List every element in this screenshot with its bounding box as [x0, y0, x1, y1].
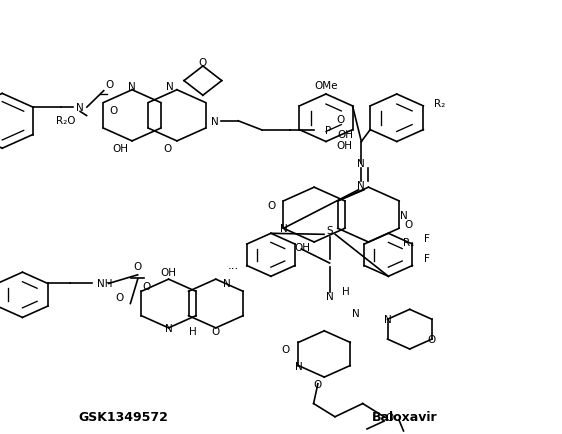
Text: O: O: [115, 292, 123, 302]
Text: R₂O: R₂O: [56, 115, 75, 125]
Text: NH: NH: [97, 279, 113, 289]
Text: N: N: [357, 181, 365, 191]
Text: F: F: [424, 234, 430, 243]
Text: OH: OH: [336, 141, 352, 151]
Text: O: O: [268, 201, 276, 211]
Text: O: O: [405, 219, 413, 229]
Text: O: O: [336, 115, 345, 125]
Text: F: F: [424, 253, 430, 263]
Text: N: N: [384, 315, 391, 325]
Text: N: N: [165, 323, 173, 333]
Text: O: O: [142, 282, 150, 291]
Text: Baloxavir: Baloxavir: [372, 410, 437, 423]
Text: S: S: [327, 226, 333, 235]
Text: O: O: [282, 344, 290, 354]
Text: O: O: [109, 105, 117, 115]
Text: O: O: [134, 262, 142, 271]
Text: N: N: [280, 224, 287, 234]
Text: O: O: [314, 379, 322, 389]
Text: OH: OH: [337, 130, 353, 140]
Text: OH: OH: [294, 243, 310, 253]
Text: N: N: [400, 210, 407, 220]
Text: ···: ···: [228, 263, 239, 276]
Text: OH: OH: [112, 144, 128, 154]
Text: H: H: [342, 286, 350, 296]
Text: N: N: [76, 103, 84, 113]
Text: O: O: [199, 58, 207, 68]
Text: GSK1349572: GSK1349572: [79, 410, 169, 423]
Text: N: N: [294, 361, 302, 371]
Text: N: N: [166, 82, 174, 92]
Text: P: P: [325, 126, 331, 135]
Text: N: N: [326, 292, 333, 301]
Text: O: O: [212, 327, 220, 336]
Text: O: O: [164, 144, 171, 154]
Text: O: O: [105, 80, 114, 90]
Text: R₁: R₁: [403, 237, 414, 247]
Text: R₂: R₂: [434, 99, 445, 109]
Text: N: N: [357, 159, 365, 169]
Text: H: H: [189, 327, 197, 336]
Text: OMe: OMe: [314, 81, 338, 91]
Text: N: N: [352, 308, 360, 318]
Text: N: N: [211, 117, 219, 126]
Text: OH: OH: [161, 268, 176, 277]
Text: N: N: [128, 82, 136, 92]
Text: O: O: [428, 334, 436, 344]
Text: N: N: [223, 278, 231, 288]
Text: O: O: [386, 412, 394, 422]
